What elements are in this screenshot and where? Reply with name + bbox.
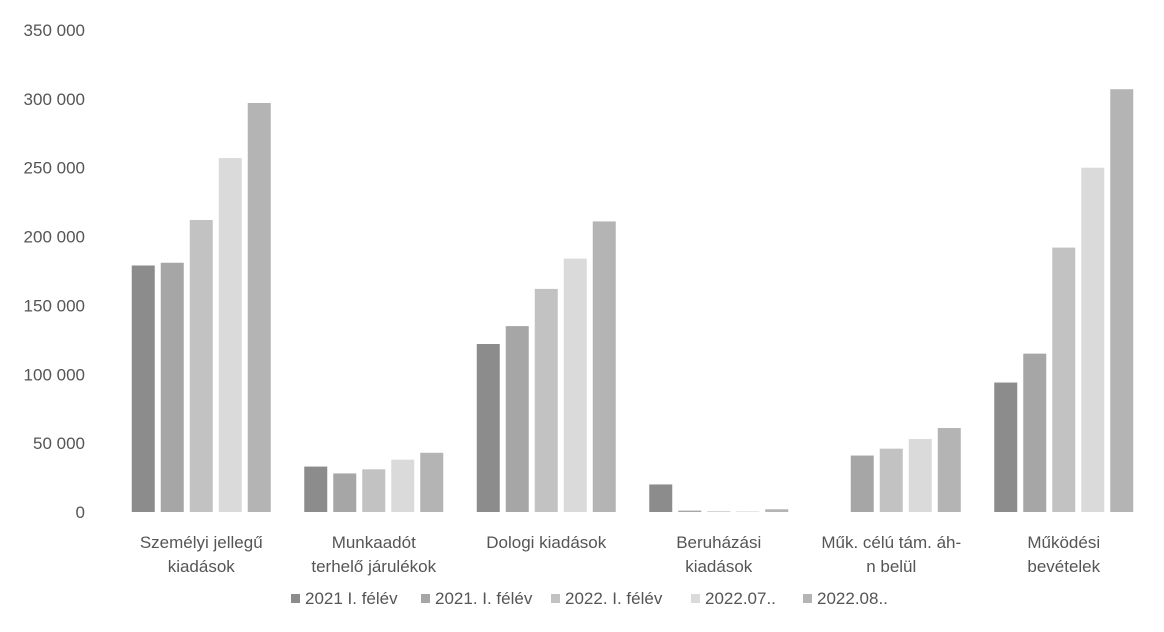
x-category-label: Dologi kiadások	[486, 533, 607, 552]
bar	[131, 265, 155, 512]
legend: 2021 I. félév 2021. I. félév 2022. I. félé…	[291, 589, 888, 608]
bar	[189, 220, 213, 512]
bar	[765, 509, 789, 512]
legend-label: 2022.08..	[817, 589, 888, 608]
legend-label: 2021. I. félév	[435, 589, 533, 608]
legend-swatch	[421, 594, 430, 603]
bar	[908, 439, 932, 512]
bar	[1023, 353, 1047, 512]
bar	[1081, 167, 1105, 512]
legend-label: 2022.07..	[705, 589, 776, 608]
bar	[391, 459, 415, 512]
y-tick-label: 100 000	[24, 365, 85, 384]
x-axis: Személyi jellegű kiadások Munkaadót terhelő…	[140, 533, 1101, 576]
x-category-label: Munkaadót terhelő járulékok	[311, 533, 436, 576]
bar	[420, 452, 444, 512]
legend-label: 2022. I. félév	[565, 589, 663, 608]
x-category-label: Beruházási kiadások	[676, 533, 761, 576]
y-tick-label: 250 000	[24, 159, 85, 178]
legend-swatch	[691, 594, 700, 603]
bar	[563, 258, 587, 512]
bar	[649, 484, 673, 512]
y-tick-label: 350 000	[24, 21, 85, 40]
bar	[476, 343, 500, 512]
bar	[879, 448, 903, 512]
legend-label: 2021 I. félév	[305, 589, 398, 608]
bar	[333, 473, 357, 512]
bar	[1052, 247, 1076, 513]
bar	[707, 511, 731, 512]
bar	[160, 262, 184, 512]
y-tick-label: 50 000	[33, 434, 85, 453]
y-tick-label: 150 000	[24, 296, 85, 315]
bar	[592, 221, 616, 512]
y-tick-label: 0	[76, 503, 85, 522]
bar	[304, 466, 328, 512]
y-axis: 0 50 000 100 000 150 000 200 000 250 000 300 0…	[24, 21, 85, 522]
x-category-label: Személyi jellegű kiadások	[140, 533, 263, 576]
legend-swatch	[803, 594, 812, 603]
x-category-label: Működési bevételek	[1027, 533, 1100, 576]
bar	[505, 326, 529, 512]
legend-swatch	[291, 594, 300, 603]
bar	[850, 455, 874, 512]
bar	[736, 511, 760, 512]
bar	[218, 158, 242, 512]
bars	[131, 89, 1134, 513]
y-tick-label: 200 000	[24, 228, 85, 247]
bar	[247, 102, 271, 512]
bar	[678, 510, 702, 512]
bar	[534, 288, 558, 512]
y-tick-label: 300 000	[24, 90, 85, 109]
bar	[994, 382, 1018, 512]
legend-swatch	[551, 594, 560, 603]
x-category-label: Műk. célú tám. áh-n belül	[821, 533, 961, 576]
bar	[362, 469, 386, 512]
bar	[1110, 89, 1134, 513]
bar	[937, 427, 961, 512]
